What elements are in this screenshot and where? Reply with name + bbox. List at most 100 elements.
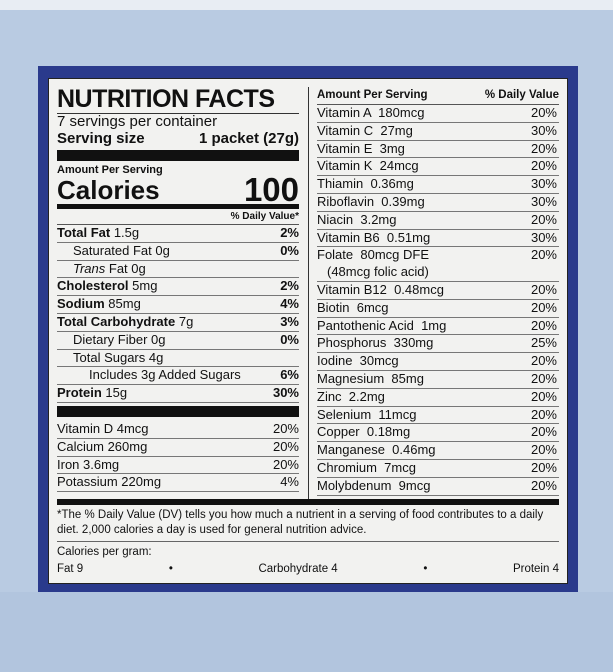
medium-divider [57, 204, 299, 209]
vitamin-name: Manganese 0.46mg [317, 442, 436, 459]
nutrient-dv: 30% [272, 385, 299, 401]
nutrient-name: Total Sugars 4g [57, 350, 163, 367]
nutrient-row: Total Sugars 4g [57, 350, 299, 368]
nutrient-dv: 6% [280, 367, 299, 383]
thick-divider [57, 405, 299, 417]
vitamin-list-left: Vitamin D 4mcg 20% Calcium 260mg 20% Iron 3.… [57, 421, 299, 493]
vitamin-label: Iodine 30mcg [317, 353, 399, 369]
cpg-carb: Carbohydrate 4 [258, 563, 338, 575]
nutrient-amount: 85mg [108, 296, 141, 312]
vitamin-dv: 20% [272, 456, 299, 472]
vitamin-label: Riboflavin 0.39mg [317, 193, 425, 209]
vitamin-row: Vitamin D 4mcg 20% [57, 421, 299, 439]
left-column: NUTRITION FACTS 7 servings per container… [57, 85, 299, 493]
vitamin-dv: 20% [530, 281, 557, 297]
vitamin-dv: 30% [530, 229, 557, 245]
separator: • [168, 563, 173, 575]
nutrient-row: Total Carbohydrate 7g 3% [57, 314, 299, 332]
calories-value: 100 [243, 171, 299, 208]
vitamin-name: Vitamin B12 0.48mcg [317, 282, 444, 299]
nutrient-name: Cholesterol 5mg [57, 278, 157, 295]
vitamin-label: Selenium 11mcg [317, 406, 417, 422]
vitamin-row: Vitamin B6 0.51mg 30% [317, 230, 559, 248]
nutrient-dv: 4% [280, 296, 299, 312]
vitamin-name: Biotin 6mcg [317, 300, 389, 317]
vitamin-row: Vitamin B12 0.48mcg 20% [317, 282, 559, 300]
nutrient-row: Total Fat 1.5g 2% [57, 225, 299, 243]
vitamin-name: Vitamin A 180mcg [317, 105, 424, 122]
vitamin-row: Copper 0.18mg 20% [317, 424, 559, 443]
amount-per-serving: Amount Per Serving [57, 164, 163, 176]
vitamin-row: Zinc 2.2mg 20% [317, 389, 559, 407]
box-top-edge [0, 0, 613, 10]
vitamin-sub: (48mcg folic acid) [327, 264, 429, 280]
vitamin-label: Biotin 6mcg [317, 299, 389, 315]
nutrient-amount: 0g [151, 331, 166, 347]
vitamin-name: Vitamin C 27mg [317, 123, 413, 140]
vitamin-label: Vitamin E 3mg [317, 140, 405, 156]
nutrient-name: Sodium 85mg [57, 296, 141, 313]
nutrient-amount: 7g [178, 313, 194, 329]
vitamin-label: Zinc 2.2mg [317, 388, 385, 404]
vitamin-dv: 20% [530, 388, 557, 404]
nutrient-amount: 1.5g [113, 225, 140, 240]
vitamin-dv: 20% [272, 438, 299, 454]
nutrient-name: Includes 3g Added Sugars [57, 367, 241, 384]
vitamin-dv: 20% [530, 406, 557, 422]
vitamin-label: Vitamin B6 0.51mg [317, 229, 431, 245]
vitamin-name: Zinc 2.2mg [317, 389, 385, 406]
right-column: Amount Per Serving % Daily Value Vitamin … [317, 85, 559, 496]
vitamin-name: Molybdenum 9mcg [317, 478, 430, 495]
nutrition-label: NUTRITION FACTS 7 servings per container… [48, 78, 568, 584]
vitamin-dv: 20% [530, 442, 557, 458]
nutrient-name: Saturated Fat 0g [57, 243, 170, 260]
calories-per-gram-label: Calories per gram: [57, 546, 152, 558]
box-bottom-face [0, 592, 613, 672]
vitamin-label: Manganese 0.46mg [317, 442, 436, 458]
vitamin-name: Chromium 7mcg [317, 460, 416, 477]
vitamin-row: Pantothenic Acid 1mg 20% [317, 318, 559, 336]
serving-size-value: 1 packet (27g) [198, 130, 299, 147]
column-divider [308, 87, 309, 499]
nutrient-name: Total Carbohydrate 7g [57, 314, 193, 331]
vitamin-label: Folate 80mcg DFE [317, 247, 429, 263]
vitamin-row: Vitamin C 27mg 30% [317, 123, 559, 141]
vitamin-row: Chromium 7mcg 20% [317, 460, 559, 478]
vitamin-dv: 30% [530, 193, 557, 209]
nutrient-name: Protein 15g [57, 385, 127, 402]
cpg-fat: Fat 9 [57, 563, 84, 575]
nutrient-row: Saturated Fat 0g 0% [57, 243, 299, 261]
vitamin-label: Copper 0.18mg [317, 424, 411, 440]
calories-per-gram: Fat 9 • Carbohydrate 4 • Protein 4 [57, 562, 559, 577]
vitamin-row: Niacin 3.2mg 20% [317, 212, 559, 230]
vitamin-dv: 20% [530, 353, 557, 369]
vitamin-name: Pantothenic Acid 1mg [317, 318, 446, 335]
nutrient-row: Dietary Fiber 0g 0% [57, 332, 299, 350]
vitamin-dv: 20% [530, 247, 557, 263]
nutrient-amount: 15g [105, 385, 128, 401]
vitamin-dv: 20% [530, 477, 557, 493]
vitamin-dv: 20% [530, 158, 557, 174]
vitamin-name: Selenium 11mcg [317, 407, 416, 424]
vitamin-label: Vitamin B12 0.48mcg [317, 281, 444, 297]
vitamin-dv: 30% [530, 122, 557, 138]
nutrient-label: Total Carbohydrate [57, 313, 176, 329]
vitamin-row: Iron 3.6mg 20% [57, 457, 299, 475]
calories-label: Calories [57, 175, 160, 205]
vitamin-row: Molybdenum 9mcg 20% [317, 478, 559, 496]
vitamin-row: Thiamin 0.36mg 30% [317, 176, 559, 194]
vitamin-dv: 20% [530, 105, 557, 120]
vitamin-label: Thiamin 0.36mg [317, 176, 414, 192]
vitamin-list-right: Vitamin A 180mcg 20% Vitamin C 27mg 30% Vita… [317, 105, 559, 496]
vitamin-name: Phosphorus 330mg [317, 335, 433, 352]
amount-header: Amount Per Serving [317, 89, 428, 101]
nutrient-name: Trans Fat 0g [57, 261, 146, 278]
vitamin-name: Iodine 30mcg [317, 353, 399, 370]
vitamin-name: Vitamin K 24mcg [317, 158, 419, 175]
nutrient-list: Total Fat 1.5g 2% Saturated Fat 0g 0% Trans … [57, 225, 299, 403]
vitamin-row: Vitamin A 180mcg 20% [317, 105, 559, 123]
vitamin-dv: 20% [530, 459, 557, 475]
vitamin-row: Calcium 260mg 20% [57, 439, 299, 457]
nutrient-label: Trans [73, 260, 106, 276]
separator: • [423, 563, 428, 575]
